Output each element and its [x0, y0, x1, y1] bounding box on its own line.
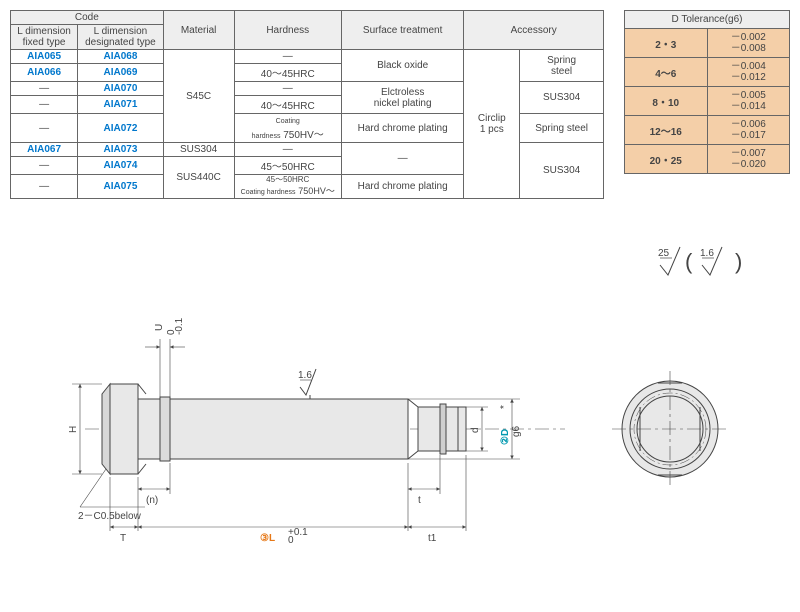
header-material: Material — [163, 11, 234, 50]
svg-text:(: ( — [685, 249, 693, 274]
code-cell: AIA067 — [11, 143, 78, 157]
header-code: Code — [11, 11, 164, 25]
hardness-cell: — — [234, 82, 341, 96]
hardness-cell: — — [234, 50, 341, 64]
subheader-fixed: L dimension fixed type — [11, 25, 78, 50]
dim-tol: 0 — [288, 535, 294, 546]
header-accessory: Accessory — [464, 11, 604, 50]
hardness-cell: 45～50HRC — [234, 157, 341, 175]
tol-val: －0.005－0.014 — [707, 87, 790, 116]
tol-header: D Tolerance(g6) — [625, 11, 790, 29]
surface-cell: Elctroless nickel plating — [341, 82, 463, 114]
accessory-sub: Spring steel — [520, 114, 604, 143]
roughness-value: 25 — [658, 248, 670, 259]
tol-d: 12～16 — [625, 116, 708, 145]
spec-table: Code Material Hardness Surface treatment… — [10, 10, 604, 199]
tol-d: 8・10 — [625, 87, 708, 116]
code-cell: — — [11, 157, 78, 175]
code-cell: AIA072 — [78, 114, 164, 143]
code-cell: AIA068 — [78, 50, 164, 64]
hardness-cell: 45～50HRC Coating hardness 750HV～ — [234, 175, 341, 199]
dim-label-n: (n) — [146, 495, 158, 506]
svg-text:②D: ②D — [500, 429, 511, 445]
end-view — [612, 371, 728, 487]
hardness-cell: Coating hardness 750HV～ — [234, 114, 341, 143]
surface-cell: Hard chrome plating — [341, 175, 463, 199]
hardness-cell: 40～45HRC — [234, 64, 341, 82]
code-cell: AIA065 — [11, 50, 78, 64]
roughness-value: 1.6 — [298, 370, 312, 381]
tol-val: －0.002－0.008 — [707, 29, 790, 58]
accessory-main: Circlip 1 pcs — [464, 50, 520, 199]
shaft-drawing: 1.6 U 0 -0.1 H 2－C0.5below T (n) ③L + — [10, 269, 790, 609]
technical-drawing: 25 ( 1.6 ) — [10, 269, 790, 609]
roughness-value: 1.6 — [700, 248, 714, 259]
code-cell: AIA066 — [11, 64, 78, 82]
dim-star: * — [499, 405, 510, 409]
accessory-sub: Spring steel — [520, 50, 604, 82]
dim-label-t: t — [418, 495, 421, 506]
dim-label-h: H — [68, 426, 79, 433]
tolerance-table: D Tolerance(g6) 2・3 －0.002－0.0084～6 －0.0… — [624, 10, 790, 174]
hardness-cell: — — [234, 143, 341, 157]
dim-tol: -0.1 — [174, 317, 185, 335]
dim-label-u: U — [154, 324, 165, 331]
code-cell: AIA075 — [78, 175, 164, 199]
svg-text:③L: ③L — [260, 533, 275, 544]
tol-val: －0.007－0.020 — [707, 145, 790, 174]
surface-cell: Hard chrome plating — [341, 114, 463, 143]
header-hardness: Hardness — [234, 11, 341, 50]
header-surface: Surface treatment — [341, 11, 463, 50]
code-cell: — — [11, 175, 78, 199]
tol-d: 2・3 — [625, 29, 708, 58]
tol-d: 20・25 — [625, 145, 708, 174]
dim-label-d: d — [470, 427, 481, 433]
code-cell: AIA070 — [78, 82, 164, 96]
tol-val: －0.004－0.012 — [707, 58, 790, 87]
code-cell: AIA074 — [78, 157, 164, 175]
accessory-sub: SUS304 — [520, 143, 604, 199]
surface-cell: Black oxide — [341, 50, 463, 82]
code-cell: — — [11, 114, 78, 143]
code-cell: — — [11, 82, 78, 96]
roughness-symbol-group: 25 ( 1.6 ) — [650, 239, 770, 279]
subheader-designated: L dimension designated type — [78, 25, 164, 50]
code-cell: AIA073 — [78, 143, 164, 157]
tol-val: －0.006－0.017 — [707, 116, 790, 145]
code-cell: AIA071 — [78, 96, 164, 114]
material-cell: SUS440C — [163, 157, 234, 199]
surface-cell: — — [341, 143, 463, 175]
svg-text:): ) — [735, 249, 742, 274]
material-cell: SUS304 — [163, 143, 234, 157]
tol-d: 4～6 — [625, 58, 708, 87]
dim-label-t1: t1 — [428, 533, 437, 544]
code-cell: AIA069 — [78, 64, 164, 82]
code-cell: — — [11, 96, 78, 114]
hardness-cell: 40～45HRC — [234, 96, 341, 114]
material-cell: S45C — [163, 50, 234, 143]
accessory-sub: SUS304 — [520, 82, 604, 114]
dim-label-t-cap: T — [120, 533, 126, 544]
dim-sub: g6 — [511, 425, 522, 437]
